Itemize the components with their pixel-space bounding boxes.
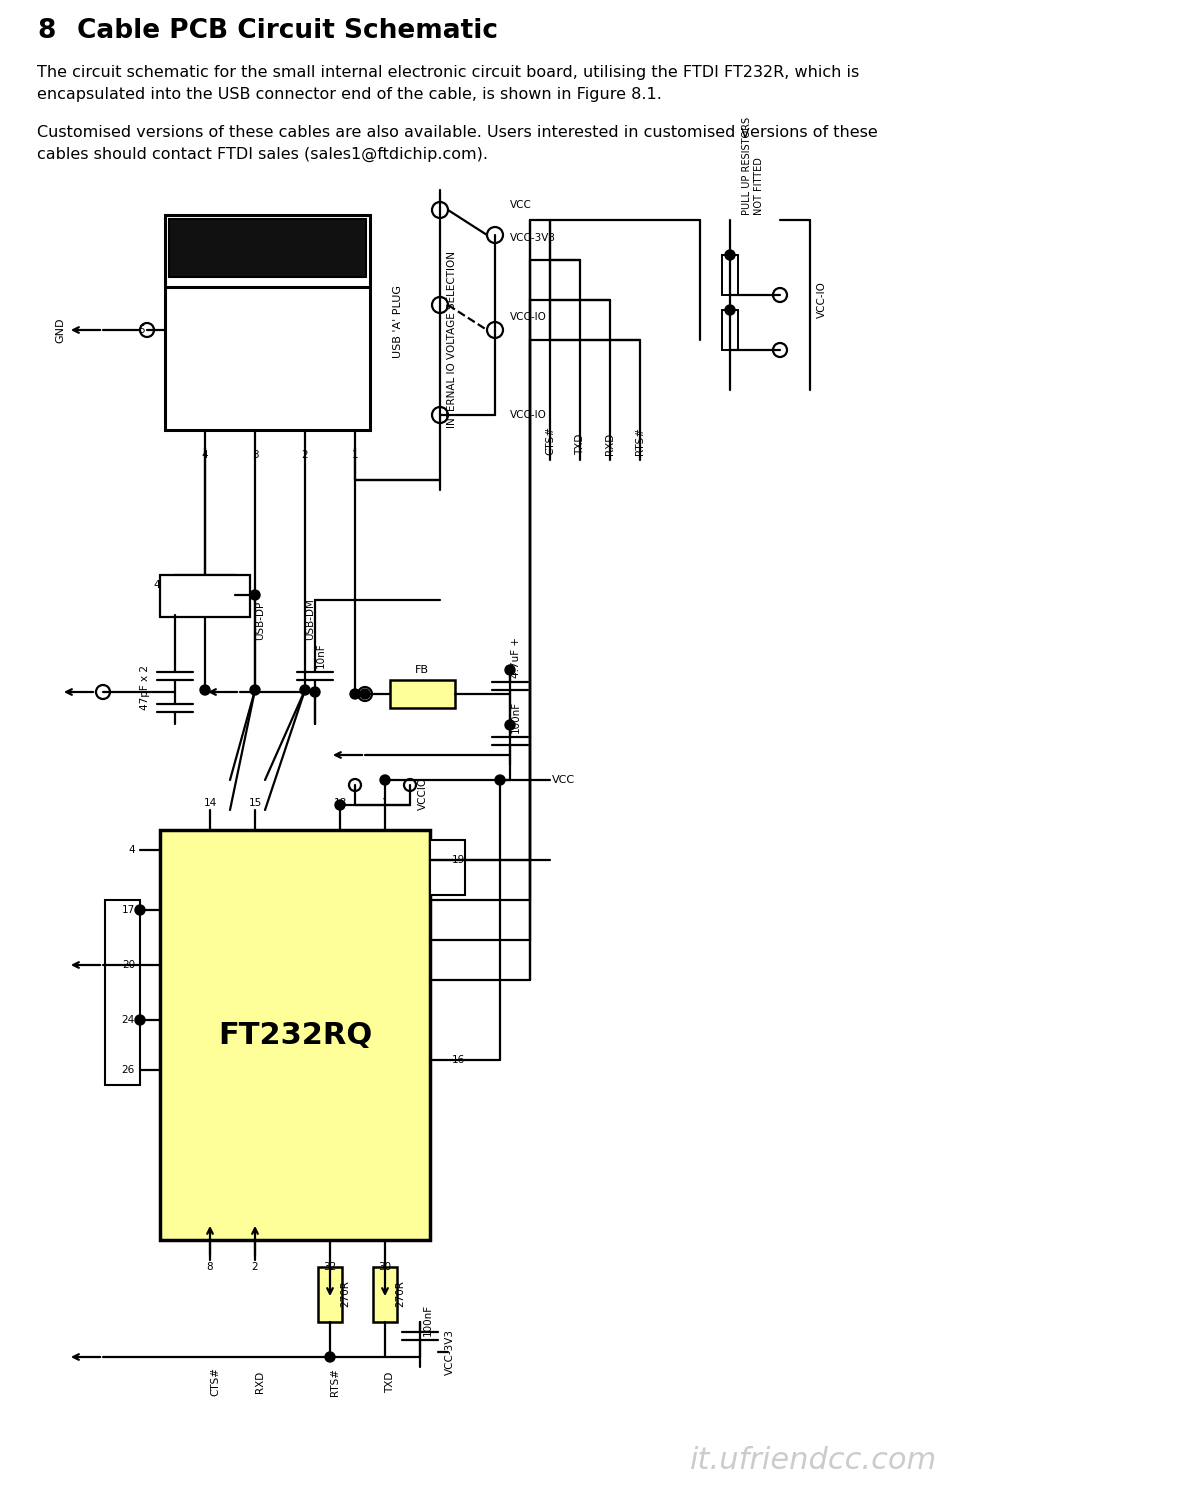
- Text: FB: FB: [415, 664, 430, 675]
- Text: 5: 5: [138, 325, 145, 334]
- Text: 20: 20: [122, 960, 134, 970]
- Text: RTS#: RTS#: [330, 1368, 340, 1396]
- Bar: [160, 830, 430, 1241]
- Text: CTS#: CTS#: [545, 426, 554, 455]
- Text: TXD: TXD: [385, 1371, 395, 1393]
- Text: 15: 15: [248, 797, 262, 808]
- Text: 8: 8: [206, 1262, 214, 1272]
- Text: VCC-IO: VCC-IO: [510, 312, 547, 322]
- Text: 2: 2: [301, 449, 308, 460]
- Circle shape: [505, 664, 515, 675]
- Circle shape: [725, 305, 734, 315]
- Text: The circuit schematic for the small internal electronic circuit board, utilising: The circuit schematic for the small inte…: [37, 66, 859, 81]
- Text: 26: 26: [121, 1065, 134, 1075]
- Text: Cable PCB Circuit Schematic: Cable PCB Circuit Schematic: [77, 18, 498, 43]
- Text: 10nF: 10nF: [316, 642, 326, 667]
- Text: 30: 30: [378, 1262, 391, 1272]
- Text: 24: 24: [121, 1015, 134, 1026]
- Text: RXD: RXD: [605, 433, 616, 455]
- Circle shape: [505, 720, 515, 730]
- Circle shape: [200, 685, 210, 696]
- Text: cables should contact FTDI sales (sales1@ftdichip.com).: cables should contact FTDI sales (sales1…: [37, 146, 488, 163]
- Text: 270R: 270R: [340, 1281, 350, 1308]
- Text: 3: 3: [252, 449, 258, 460]
- Bar: [160, 575, 250, 617]
- Bar: [722, 255, 738, 296]
- Text: VCCIO: VCCIO: [418, 776, 428, 811]
- Text: RXD: RXD: [256, 1371, 265, 1393]
- Text: VCC-IO: VCC-IO: [817, 282, 827, 318]
- Text: USB-DP: USB-DP: [256, 600, 265, 640]
- Text: 100nF: 100nF: [511, 700, 521, 733]
- Text: GND: GND: [55, 317, 65, 343]
- Circle shape: [250, 685, 260, 696]
- Text: VCC-3V3: VCC-3V3: [445, 1329, 455, 1375]
- Text: Customised versions of these cables are also available. Users interested in cust: Customised versions of these cables are …: [37, 125, 877, 140]
- Circle shape: [496, 775, 505, 785]
- Text: TXD: TXD: [575, 433, 586, 455]
- Text: RTS#: RTS#: [635, 427, 646, 455]
- Text: 4.7uF +: 4.7uF +: [511, 638, 521, 678]
- Circle shape: [325, 1353, 335, 1362]
- Bar: [166, 215, 370, 430]
- Text: PULL UP RESISTORS
NOT FITTED: PULL UP RESISTORS NOT FITTED: [742, 116, 763, 215]
- Text: VCC: VCC: [510, 200, 532, 211]
- Circle shape: [380, 775, 390, 785]
- Circle shape: [725, 249, 734, 260]
- Bar: [390, 679, 455, 708]
- Text: CTS#: CTS#: [210, 1368, 220, 1396]
- Bar: [430, 841, 466, 894]
- Text: 1: 1: [382, 797, 389, 808]
- Circle shape: [300, 685, 310, 696]
- Bar: [722, 311, 738, 349]
- Circle shape: [134, 905, 145, 915]
- Text: it.ufriendcc.com: it.ufriendcc.com: [690, 1447, 937, 1475]
- Text: VCC: VCC: [552, 775, 575, 785]
- Bar: [175, 575, 235, 615]
- Text: 4: 4: [128, 845, 134, 855]
- Bar: [318, 1268, 342, 1321]
- Text: 47pF x 2: 47pF x 2: [140, 666, 150, 711]
- Bar: [106, 900, 140, 1085]
- Text: 2: 2: [252, 1262, 258, 1272]
- Text: 4: 4: [202, 449, 209, 460]
- Circle shape: [335, 800, 346, 811]
- Text: 4: 4: [154, 579, 160, 590]
- Text: 8: 8: [37, 18, 55, 43]
- Text: USB-DM: USB-DM: [305, 599, 314, 640]
- Text: 17: 17: [121, 905, 134, 915]
- Text: 14: 14: [203, 797, 217, 808]
- Text: 19: 19: [452, 855, 466, 864]
- Bar: [373, 1268, 397, 1321]
- Text: 270R: 270R: [395, 1281, 406, 1308]
- Text: encapsulated into the USB connector end of the cable, is shown in Figure 8.1.: encapsulated into the USB connector end …: [37, 87, 662, 102]
- Text: 18: 18: [334, 797, 347, 808]
- Circle shape: [360, 688, 370, 699]
- Text: USB 'A' PLUG: USB 'A' PLUG: [394, 285, 403, 358]
- Circle shape: [350, 688, 360, 699]
- Text: VCC-IO: VCC-IO: [510, 411, 547, 420]
- Text: VCC-3V3: VCC-3V3: [510, 233, 556, 243]
- Text: INTERNAL IO VOLTAGE SELECTION: INTERNAL IO VOLTAGE SELECTION: [446, 251, 457, 428]
- Text: 100nF: 100nF: [424, 1303, 433, 1336]
- Text: 16: 16: [452, 1056, 466, 1065]
- Text: 32: 32: [323, 1262, 337, 1272]
- Circle shape: [310, 687, 320, 697]
- Text: FT232RQ: FT232RQ: [218, 1021, 372, 1050]
- Text: 1: 1: [352, 449, 359, 460]
- Circle shape: [134, 1015, 145, 1026]
- Circle shape: [250, 590, 260, 600]
- Bar: [169, 219, 366, 278]
